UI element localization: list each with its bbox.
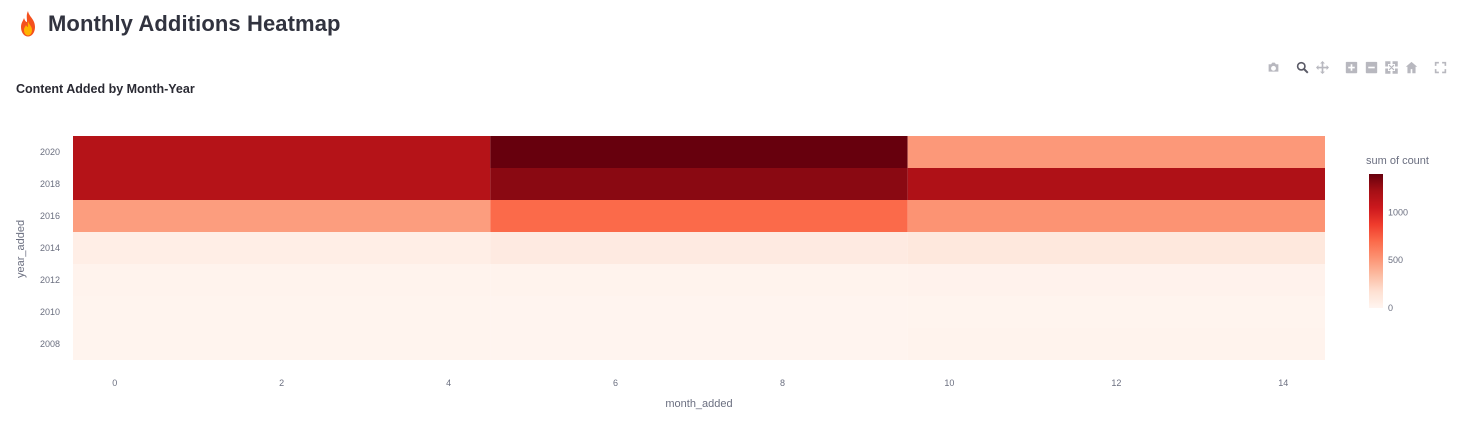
reset-axes-icon[interactable] [1404,60,1419,75]
modebar-group-nav [1295,60,1330,75]
x-tick-label: 14 [1278,378,1288,388]
y-tick-label: 2014 [40,243,60,253]
y-tick-label: 2016 [40,211,60,221]
heatmap-cell[interactable] [73,296,491,328]
heatmap-cell[interactable] [907,200,1325,232]
colorbar-tick-label: 1000 [1388,207,1408,217]
x-axis-ticks: 0 2 4 6 8 10 12 14 [112,378,1288,388]
x-tick-label: 12 [1111,378,1121,388]
modebar-group-view [1433,60,1448,75]
page-header: Monthly Additions Heatmap [16,10,341,38]
heatmap-cell[interactable] [73,136,491,168]
heatmap-cell[interactable] [490,168,908,200]
heatmap-cell[interactable] [907,264,1325,296]
heatmap-cells [73,136,1325,360]
heatmap-cell[interactable] [490,296,908,328]
x-tick-label: 0 [112,378,117,388]
heatmap-cell[interactable] [490,328,908,360]
y-tick-label: 2018 [40,179,60,189]
colorbar: sum of count 0 500 1000 [1366,155,1429,313]
colorbar-ticks: 0 500 1000 [1388,207,1408,313]
x-tick-label: 2 [279,378,284,388]
y-tick-label: 2010 [40,307,60,317]
fullscreen-icon[interactable] [1433,60,1448,75]
heatmap-cell[interactable] [73,168,491,200]
zoom-out-icon[interactable] [1364,60,1379,75]
chart-container: Content Added by Month-Year [0,56,1484,428]
modebar [1266,60,1448,75]
heatmap-cell[interactable] [73,264,491,296]
autoscale-icon[interactable] [1384,60,1399,75]
heatmap-chart[interactable]: 0 2 4 6 8 10 12 14 2008 2010 2012 2014 2016 2018 2020… [0,56,1484,428]
modebar-group-zoom [1344,60,1419,75]
colorbar-gradient [1369,174,1383,308]
heatmap-cell[interactable] [73,232,491,264]
heatmap-cell[interactable] [907,296,1325,328]
heatmap-cell[interactable] [490,200,908,232]
colorbar-title: sum of count [1366,155,1429,167]
colorbar-tick-label: 500 [1388,255,1403,265]
x-tick-label: 8 [780,378,785,388]
y-tick-label: 2020 [40,147,60,157]
heatmap-cell[interactable] [73,200,491,232]
heatmap-cell[interactable] [907,328,1325,360]
camera-icon[interactable] [1266,60,1281,75]
zoom-icon[interactable] [1295,60,1310,75]
y-axis-label: year_added [15,220,27,278]
fire-icon [21,11,35,37]
colorbar-tick-label: 0 [1388,303,1393,313]
page-title: Monthly Additions Heatmap [48,11,341,36]
chart-title: Content Added by Month-Year [16,82,195,96]
heatmap-cell[interactable] [490,136,908,168]
x-tick-label: 6 [613,378,618,388]
heatmap-cell[interactable] [490,264,908,296]
heatmap-cell[interactable] [73,328,491,360]
y-tick-label: 2008 [40,339,60,349]
x-axis-label: month_added [665,398,732,410]
x-tick-label: 4 [446,378,451,388]
y-tick-label: 2012 [40,275,60,285]
x-tick-label: 10 [944,378,954,388]
heatmap-cell[interactable] [907,136,1325,168]
heatmap-cell[interactable] [907,232,1325,264]
zoom-in-icon[interactable] [1344,60,1359,75]
heatmap-cell[interactable] [907,168,1325,200]
pan-icon[interactable] [1315,60,1330,75]
y-axis-ticks: 2008 2010 2012 2014 2016 2018 2020 [40,147,60,349]
heatmap-cell[interactable] [490,232,908,264]
